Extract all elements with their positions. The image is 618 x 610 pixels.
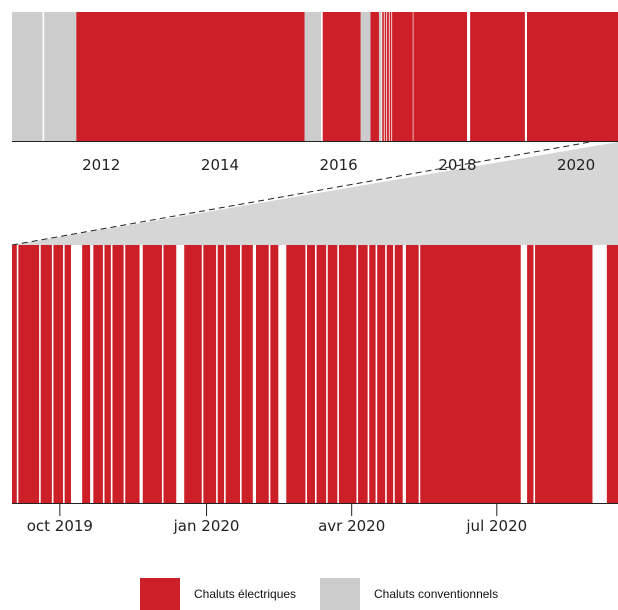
- bottom-bar-electric-18: [270, 245, 279, 503]
- bottom-bar-electric-19: [286, 245, 306, 503]
- bottom-bar-electric-10: [142, 245, 162, 503]
- legend-label-electric: Chaluts électriques: [194, 587, 297, 601]
- bottom-bar-electric-28: [394, 245, 403, 503]
- zoom-band: [12, 142, 618, 245]
- top-bar-electric-7: [392, 12, 413, 141]
- bottom-bar-electric-33: [606, 245, 618, 503]
- bottom-bar-electric-32: [535, 245, 593, 503]
- bottom-bar-electric-3: [53, 245, 64, 503]
- top-bar-electric-8: [413, 12, 468, 141]
- top-bar-conventional-1: [44, 12, 77, 141]
- bottom-bar-electric-31: [527, 245, 534, 503]
- bottom-bar-electric-15: [225, 245, 241, 503]
- top-chart: [12, 12, 618, 141]
- bottom-bar-electric-7: [104, 245, 111, 503]
- chart-canvas: 2012 2014 2016 2018 2020 oct 2019 jan 2020 avr…: [11, 12, 618, 535]
- top-bar-electric-2: [370, 12, 379, 141]
- top-tick-label-3: 2018: [438, 156, 476, 174]
- top-tick-label-0: 2012: [82, 156, 120, 174]
- top-x-ticks: 2012 2014 2016 2018 2020: [82, 156, 595, 174]
- top-bar-conventional-3: [360, 12, 371, 141]
- top-bar-electric-10: [526, 12, 618, 141]
- top-tick-label-2: 2016: [320, 156, 358, 174]
- top-bar-electric-9: [470, 12, 525, 141]
- bottom-bar-electric-23: [338, 245, 357, 503]
- top-bar-conventional-0: [12, 12, 43, 141]
- top-bar-electric-6: [389, 12, 392, 141]
- top-bar-electric-3: [382, 12, 384, 141]
- bottom-bar-electric-30: [420, 245, 521, 503]
- top-bar-electric-4: [384, 12, 387, 141]
- bottom-bar-electric-24: [358, 245, 368, 503]
- bottom-tick-label-0: oct 2019: [27, 517, 93, 535]
- top-bar-conventional-2: [304, 12, 322, 141]
- bottom-bar-electric-21: [316, 245, 327, 503]
- bottom-bar-electric-2: [40, 245, 52, 503]
- bottom-chart: [12, 245, 618, 503]
- bottom-tick-label-2: avr 2020: [318, 517, 385, 535]
- top-bar-conventional-4: [378, 12, 382, 141]
- top-bar-electric-0: [76, 12, 305, 141]
- bottom-x-ticks: oct 2019 jan 2020 avr 2020 jul 2020: [27, 503, 527, 535]
- bottom-tick-label-3: jul 2020: [465, 517, 527, 535]
- legend-swatch-conventional: [320, 578, 360, 610]
- bottom-bar-electric-22: [327, 245, 338, 503]
- top-bar-electric-1: [322, 12, 361, 141]
- bottom-bar-electric-6: [93, 245, 103, 503]
- legend-item-electric: Chaluts électriques: [140, 578, 296, 610]
- bottom-bar-electric-29: [405, 245, 419, 503]
- bottom-tick-label-1: jan 2020: [173, 517, 240, 535]
- legend-label-conventional: Chaluts conventionnels: [374, 587, 499, 601]
- legend-item-conventional: Chaluts conventionnels: [320, 578, 498, 610]
- bottom-bar-electric-20: [307, 245, 315, 503]
- bottom-bar-electric-4: [64, 245, 72, 503]
- bottom-bar-electric-0: [12, 245, 17, 503]
- bottom-bar-electric-5: [82, 245, 91, 503]
- bottom-bar-electric-27: [386, 245, 394, 503]
- bottom-bar-electric-11: [163, 245, 177, 503]
- bottom-bar-electric-12: [184, 245, 202, 503]
- bottom-bar-electric-17: [255, 245, 269, 503]
- bottom-bar-electric-8: [112, 245, 124, 503]
- top-tick-label-1: 2014: [201, 156, 239, 174]
- bottom-bar-electric-26: [377, 245, 386, 503]
- bottom-bar-electric-14: [217, 245, 225, 503]
- top-bar-electric-5: [387, 12, 389, 141]
- legend-swatch-electric: [140, 578, 180, 610]
- bottom-bar-electric-25: [369, 245, 376, 503]
- bottom-bar-electric-9: [125, 245, 140, 503]
- bottom-bar-electric-1: [18, 245, 40, 503]
- zoom-dash-line: [11, 141, 591, 246]
- bottom-bar-electric-16: [241, 245, 253, 503]
- top-tick-label-4: 2020: [557, 156, 595, 174]
- legend: Chaluts électriques Chaluts conventionne…: [0, 578, 618, 610]
- bottom-bar-electric-13: [203, 245, 217, 503]
